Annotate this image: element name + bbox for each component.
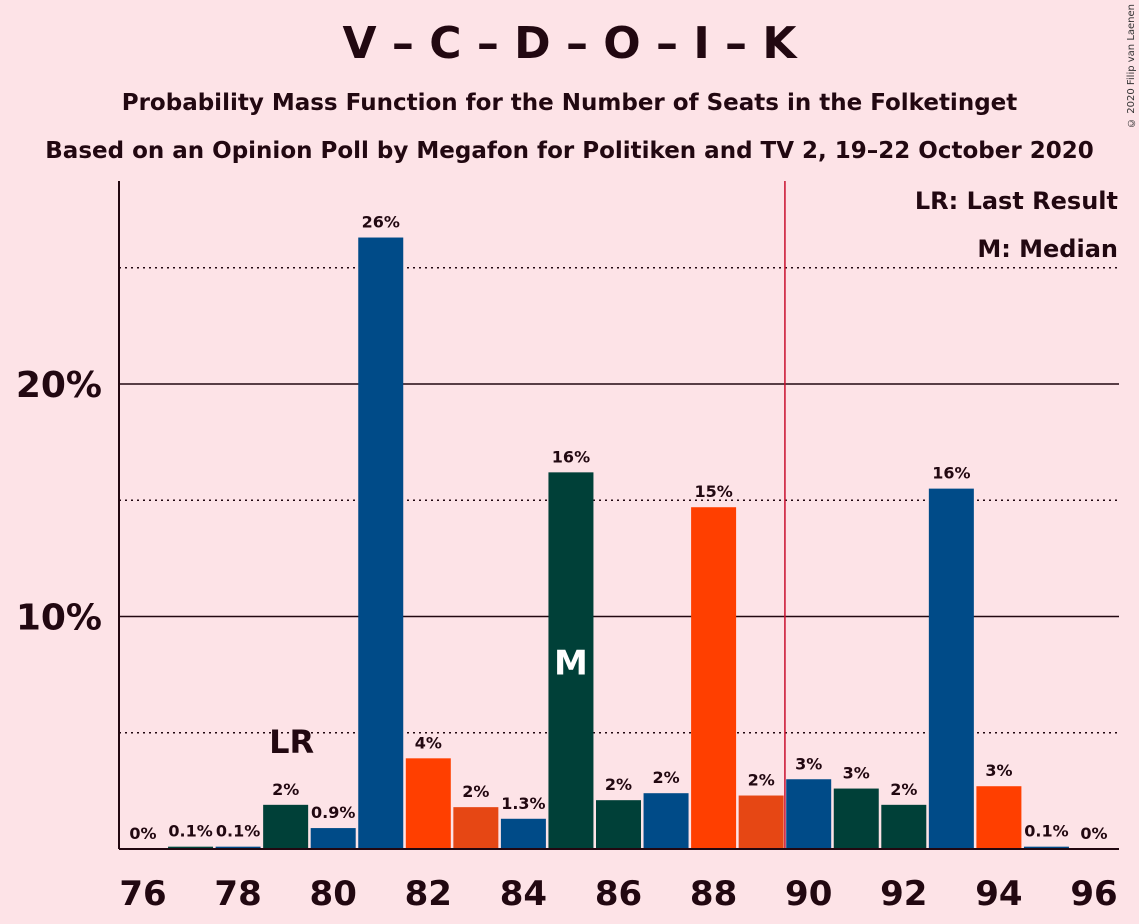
bar-label-91: 3% — [843, 764, 870, 783]
bar-90 — [786, 779, 832, 849]
bar-89 — [738, 795, 784, 849]
bar-78 — [215, 846, 261, 849]
bar-77 — [168, 846, 214, 849]
bar-label-90: 3% — [795, 754, 822, 773]
bar-label-87: 2% — [652, 768, 679, 787]
bar-label-77: 0.1% — [168, 822, 212, 841]
bar-label-95: 0.1% — [1024, 822, 1068, 841]
bar-label-83: 2% — [462, 782, 489, 801]
y-tick-label: 10% — [16, 598, 102, 639]
bar-label-78: 0.1% — [216, 822, 260, 841]
bar-label-89: 2% — [748, 771, 775, 790]
bar-label-96: 0% — [1080, 824, 1107, 843]
bar-label-94: 3% — [985, 761, 1012, 780]
x-tick-label: 96 — [1070, 874, 1117, 914]
y-tick-bg — [15, 594, 105, 639]
bar-label-93: 16% — [932, 464, 970, 483]
bar-label-82: 4% — [415, 733, 442, 752]
bar-label-80: 0.9% — [311, 803, 355, 822]
x-tick-label: 86 — [595, 874, 642, 914]
bar-82 — [405, 758, 451, 849]
bar-81 — [358, 237, 404, 849]
bar-88 — [691, 507, 737, 849]
bar-label-84: 1.3% — [501, 794, 545, 813]
x-tick-label: 76 — [119, 874, 166, 914]
gridlines — [119, 181, 1119, 849]
x-tick-label: 92 — [880, 874, 927, 914]
x-tick-label: 94 — [975, 874, 1022, 914]
bar-83 — [453, 807, 499, 849]
bar-79 — [263, 804, 309, 849]
bar-label-81: 26% — [362, 213, 400, 232]
y-tick-bg — [15, 362, 105, 406]
bar-label-86: 2% — [605, 775, 632, 794]
bar-label-85: 16% — [552, 447, 590, 466]
x-tick-label: 80 — [310, 874, 357, 914]
bar-93 — [928, 488, 974, 849]
bar-86 — [596, 800, 641, 849]
chart-title: V – C – D – O – I – K — [342, 18, 797, 69]
bar-94 — [976, 786, 1022, 849]
x-tick-label: 82 — [405, 874, 452, 914]
bar-84 — [500, 818, 546, 849]
bar-label-79: 2% — [272, 780, 299, 799]
bar-label-76: 0% — [129, 824, 156, 843]
x-tick-label: 78 — [214, 874, 261, 914]
x-tick-label: 88 — [690, 874, 737, 914]
x-tick-label: 84 — [500, 874, 547, 914]
median-marker: M — [554, 644, 588, 684]
bar-95 — [1023, 846, 1069, 849]
bar-91 — [833, 788, 879, 849]
bar-80 — [310, 828, 356, 849]
bars: 0% 0.1% 0.1%2%0.9%26%4%2%1.3%16%2% 2%15%2%3… — [129, 213, 1108, 849]
x-tick-label: 90 — [785, 874, 832, 914]
bar-85 — [548, 472, 594, 849]
axes: 10% 20% 76 78 80 82 84 86 88 90 92 94 96 — [15, 181, 1119, 914]
bar-label-92: 2% — [890, 780, 917, 799]
chart-subtitle-poll: Based on an Opinion Poll by Megafon for … — [45, 138, 1094, 164]
bar-87 — [643, 793, 689, 849]
legend-median: M: Median — [977, 235, 1118, 263]
legend-last-result: LR: Last Result — [915, 187, 1118, 215]
chart-subtitle: Probability Mass Function for the Number… — [121, 90, 1018, 116]
y-tick-label: 20% — [16, 365, 102, 406]
last-result-marker: LR — [269, 723, 314, 761]
bar-92 — [881, 804, 927, 849]
bar-label-88: 15% — [694, 482, 732, 501]
